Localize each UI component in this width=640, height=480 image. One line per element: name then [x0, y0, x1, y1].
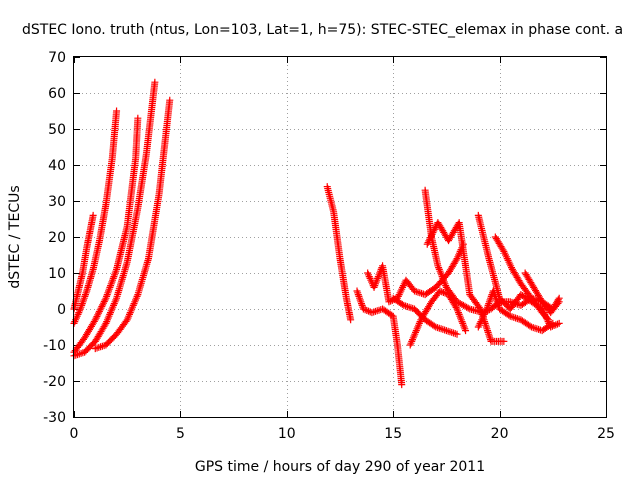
y-tick-label: 10	[48, 266, 66, 282]
data-point	[98, 303, 106, 311]
series-14	[521, 269, 563, 317]
data-point	[436, 287, 444, 295]
data-point	[425, 237, 433, 245]
data-point	[430, 227, 438, 235]
data-point	[151, 78, 159, 86]
data-point	[547, 320, 555, 328]
data-point	[424, 239, 432, 247]
data-point	[545, 316, 553, 324]
data-point	[555, 319, 563, 327]
y-tick-label: 20	[48, 230, 66, 246]
data-point	[452, 303, 460, 311]
plot-frame	[73, 56, 607, 418]
data-point	[166, 96, 174, 104]
series-7	[353, 287, 406, 389]
data-point	[505, 311, 513, 319]
series-6	[323, 183, 355, 324]
y-tick-label: -30	[43, 410, 66, 426]
x-tick-label: 0	[70, 426, 79, 442]
data-point	[134, 114, 142, 122]
data-point	[96, 306, 104, 314]
x-tick-label: 5	[176, 426, 185, 442]
data-point	[99, 299, 107, 307]
data-point	[91, 316, 99, 324]
data-point	[398, 381, 406, 389]
y-tick-label: 40	[48, 158, 66, 174]
data-point	[453, 330, 461, 338]
series-13	[491, 233, 553, 324]
data-point	[438, 288, 446, 296]
data-point	[439, 288, 447, 296]
data-point	[431, 225, 439, 233]
data-point	[94, 311, 102, 319]
y-tick-label: 50	[48, 122, 66, 138]
data-point	[92, 314, 100, 322]
series-5	[91, 96, 174, 353]
x-tick-label: 15	[384, 426, 402, 442]
series-12	[474, 287, 557, 335]
y-tick-label: 0	[57, 302, 66, 318]
data-point	[462, 327, 470, 335]
data-point	[555, 298, 563, 306]
data-point	[93, 312, 101, 320]
data-point	[89, 211, 97, 219]
axis-ticks: 0 5 10 15 20 25 -30 -20 -10 0 10 20 30 40 50 60 70	[43, 50, 615, 442]
y-tick-label: -10	[43, 338, 66, 354]
x-axis-label: GPS time / hours of day 290 of year 2011	[195, 459, 485, 475]
data-point	[363, 306, 371, 314]
y-axis-label: dSTEC / TECUs	[7, 185, 23, 288]
data-point	[365, 307, 373, 315]
x-tick-label: 10	[278, 426, 296, 442]
data-point	[347, 316, 355, 324]
y-tick-label: 70	[48, 50, 66, 66]
data-point	[101, 296, 109, 304]
data-point	[423, 240, 431, 248]
x-tick-label: 25	[597, 426, 615, 442]
data-point	[441, 289, 449, 297]
data-point	[500, 337, 508, 345]
data-point	[113, 107, 121, 115]
data-point	[398, 300, 406, 308]
data-point	[549, 319, 557, 327]
data-point	[95, 309, 103, 317]
data-point	[428, 230, 436, 238]
chart-title: dSTEC Iono. truth (ntus, Lon=103, Lat=1,…	[22, 22, 623, 38]
data-point	[97, 304, 105, 312]
series-3	[70, 114, 142, 356]
data-point	[427, 234, 435, 242]
series-11	[474, 211, 563, 331]
series-4	[70, 78, 159, 360]
data-point	[526, 322, 534, 330]
series-8	[364, 240, 467, 306]
data-point	[359, 305, 367, 313]
data-point	[385, 298, 393, 306]
data-point	[427, 232, 435, 240]
data-point	[100, 298, 108, 306]
y-tick-label: 60	[48, 86, 66, 102]
data-point	[99, 301, 107, 309]
data-point	[426, 235, 434, 243]
data-point	[429, 229, 437, 237]
x-tick-label: 20	[491, 426, 509, 442]
data-point	[430, 322, 438, 330]
y-tick-label: 30	[48, 194, 66, 210]
data-point	[553, 320, 561, 328]
data-point	[554, 299, 562, 307]
data-point	[464, 304, 472, 312]
data-point	[101, 321, 109, 329]
y-tick-label: -20	[43, 374, 66, 390]
series-16	[389, 294, 461, 338]
series-15	[406, 287, 470, 349]
data-point	[361, 306, 369, 314]
data-point	[95, 307, 103, 315]
series-1	[70, 211, 97, 313]
series-2	[70, 107, 121, 327]
data-points	[70, 78, 563, 389]
data-point	[543, 314, 551, 322]
